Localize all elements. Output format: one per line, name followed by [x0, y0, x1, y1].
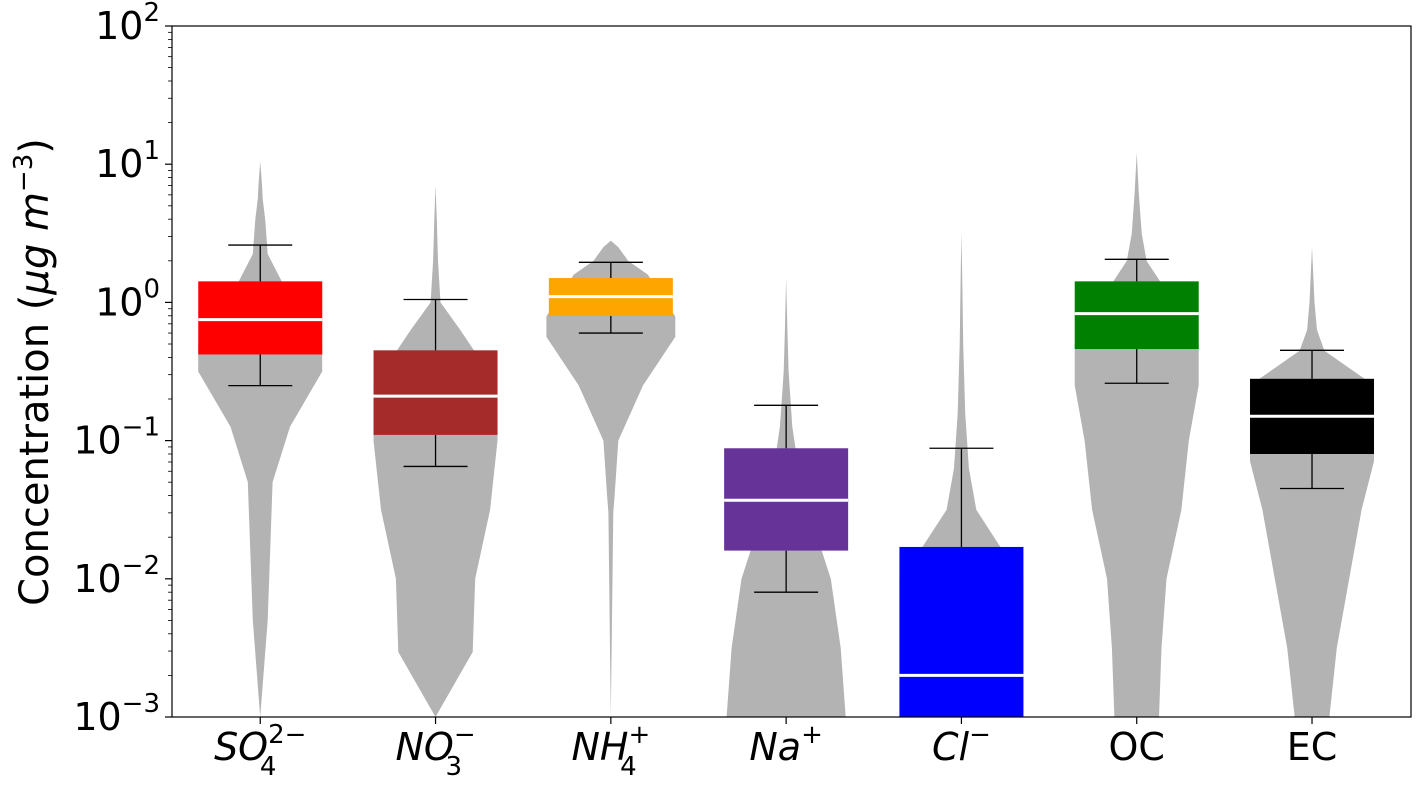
y-tick-label-1: 10−2 [73, 551, 160, 601]
x-tick-label-base-2: NH [571, 725, 628, 769]
y-tick-label-2: 10−1 [73, 413, 160, 463]
plot-frame [171, 25, 1412, 718]
x-tick-label-5: OC [1108, 725, 1164, 769]
violin-5 [1074, 153, 1199, 718]
x-tick-label-2: NH+ 4 [571, 720, 650, 782]
y-tick-label-0: 10−3 [73, 689, 160, 739]
y-axis-label-suffix: ) [12, 138, 58, 154]
y-tick-label-exp-3: 0 [143, 274, 160, 304]
box-4 [899, 546, 1024, 717]
y-tick-label-base-0: 10 [73, 695, 121, 739]
x-tick-label-sup-1: − [454, 720, 476, 750]
y-tick-label-exp-2: −1 [122, 413, 160, 443]
box-1 [373, 350, 498, 435]
x-tick-label-1: NO− 3 [395, 720, 475, 782]
x-tick-label-4: Cl− [932, 720, 991, 769]
box-layer [198, 244, 1375, 717]
x-tick-label-base-0: SO [214, 725, 268, 769]
x-tick-label-3: Na+ [749, 720, 823, 769]
x-tick-label-6: EC [1287, 725, 1338, 769]
y-tick-label-base-1: 10 [73, 557, 121, 601]
box-0 [198, 281, 323, 355]
x-tick-label-sub-2: 4 [620, 752, 637, 782]
y-tick-label-4: 101 [95, 136, 160, 186]
y-tick-label-3: 100 [95, 274, 160, 324]
box-5 [1074, 281, 1199, 350]
y-tick-label-exp-1: −2 [122, 551, 160, 581]
x-tick-label-base-6: EC [1287, 725, 1338, 769]
x-tick-label-0: SO2− 4 [214, 720, 306, 782]
x-tick-label-sup-2: + [628, 720, 650, 750]
y-tick-label-5: 102 [95, 0, 160, 48]
y-tick-label-base-5: 10 [95, 4, 143, 48]
y-axis-label-unit: g m [12, 192, 58, 269]
y-axis-label-exponent: −3 [9, 154, 39, 192]
y-tick-label-base-3: 10 [95, 280, 143, 324]
x-tick-label-sub-1: 3 [446, 752, 463, 782]
x-tick-label-base-5: OC [1108, 725, 1164, 769]
y-axis-label-prefix: Concentration ( [12, 295, 58, 606]
x-tick-label-sup-3: + [801, 720, 823, 750]
violin-2 [546, 240, 676, 717]
y-tick-label-exp-4: 1 [143, 136, 160, 166]
y-tick-label-base-4: 10 [95, 142, 143, 186]
y-tick-label-exp-5: 2 [143, 0, 160, 28]
x-tick-label-base-3: Na [749, 725, 801, 769]
x-axis: SO2− 4 NO− 3 NH+ 4 Na+ Cl− OC EC [214, 717, 1337, 782]
x-tick-label-base-4: Cl [932, 725, 970, 769]
x-tick-label-sub-0: 4 [260, 752, 277, 782]
y-axis-label-mu: μ [12, 269, 58, 295]
x-tick-label-base-1: NO [395, 725, 453, 769]
y-axis-label: Concentration (μg m−3) [9, 138, 58, 606]
x-tick-label-sup-4: − [969, 720, 991, 750]
y-tick-label-base-2: 10 [73, 419, 121, 463]
y-tick-label-exp-0: −3 [122, 689, 160, 719]
x-tick-label-sup-0: 2− [268, 720, 306, 750]
